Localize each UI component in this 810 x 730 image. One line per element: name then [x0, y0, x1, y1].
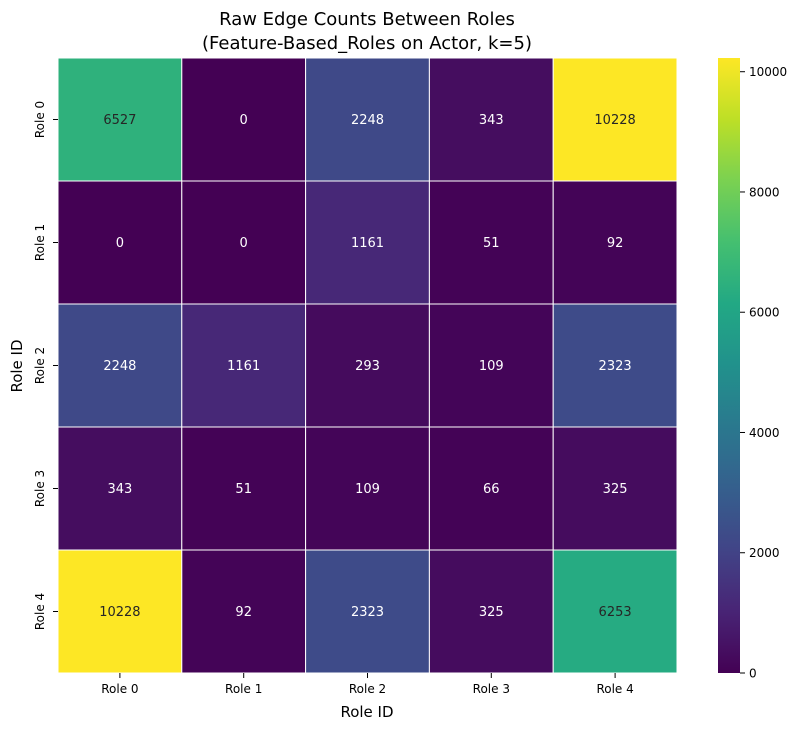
cell-value-label: 92 [607, 236, 624, 251]
heatmap-cell [552, 57, 678, 182]
heatmap-cell [305, 549, 430, 674]
heatmap-cell [305, 57, 430, 182]
x-axis-ticks: Role 0 Role 1 Role 2 Role 3 Role 4 [101, 673, 634, 696]
cell-value-label: 1161 [351, 236, 384, 251]
cell-value-label: 109 [355, 482, 380, 497]
colorbar-tick-label: 0 [749, 667, 757, 681]
cell-value-label: 0 [116, 236, 124, 251]
heatmap-cell [181, 57, 307, 182]
cell-value-label: 343 [107, 482, 132, 497]
heatmap-cell [305, 426, 430, 551]
colorbar [718, 58, 740, 673]
heatmap-cell [57, 549, 183, 674]
chart-title-line-2: (Feature-Based_Roles on Actor, k=5) [202, 33, 532, 54]
colorbar-tick-label: 2000 [749, 546, 780, 560]
chart-title-line-1: Raw Edge Counts Between Roles [219, 9, 515, 30]
y-tick-label: Role 4 [33, 593, 47, 630]
cell-value-label: 6253 [599, 605, 632, 620]
cell-value-label: 66 [483, 482, 500, 497]
cell-value-label: 2248 [351, 113, 384, 128]
cell-value-label: 109 [479, 359, 504, 374]
cell-value-label: 343 [479, 113, 504, 128]
heatmap-cell [552, 180, 678, 305]
cell-value-label: 51 [483, 236, 500, 251]
cell-value-label: 2323 [599, 359, 632, 374]
x-tick-label: Role 0 [101, 682, 138, 696]
x-axis-label: Role ID [340, 703, 393, 721]
x-tick-label: Role 3 [473, 682, 510, 696]
cell-value-label: 325 [479, 605, 504, 620]
cell-value-label: 0 [240, 113, 248, 128]
cell-value-label: 2248 [103, 359, 136, 374]
heatmap-cell [181, 426, 307, 551]
heatmap-cell [428, 57, 554, 182]
heatmap-cell [552, 549, 678, 674]
heatmap-cell [552, 303, 678, 428]
cell-value-label: 10228 [99, 605, 140, 620]
cell-value-label: 2323 [351, 605, 384, 620]
y-axis-label: Role ID [8, 339, 26, 392]
y-tick-label: Role 3 [33, 470, 47, 507]
heatmap-cells [57, 57, 678, 674]
heatmap-cell [181, 549, 307, 674]
cell-value-label: 6527 [103, 113, 136, 128]
cell-annotations: 6527 0 2248 343 10228 0 0 1161 51 92 2248 1161 293 10… [99, 113, 636, 620]
heatmap-cell [305, 303, 430, 428]
heatmap-cell [428, 426, 554, 551]
y-tick-label: Role 0 [33, 101, 47, 138]
colorbar-tick-label: 8000 [749, 185, 780, 199]
heatmap-cell [552, 426, 678, 551]
cell-value-label: 325 [603, 482, 628, 497]
y-axis-ticks: Role 0 Role 1 Role 2 Role 3 Role 4 [33, 101, 58, 630]
x-tick-label: Role 1 [225, 682, 262, 696]
colorbar-ticks: 0 2000 4000 6000 8000 10000 [740, 65, 787, 681]
heatmap-cell [428, 303, 554, 428]
heatmap-cell [57, 180, 183, 305]
y-tick-label: Role 2 [33, 347, 47, 384]
colorbar-tick-label: 10000 [749, 65, 787, 79]
cell-value-label: 0 [240, 236, 248, 251]
y-tick-label: Role 1 [33, 224, 47, 261]
cell-value-label: 1161 [227, 359, 260, 374]
heatmap-cell [57, 57, 183, 182]
cell-value-label: 293 [355, 359, 380, 374]
x-tick-label: Role 4 [596, 682, 633, 696]
colorbar-tick-label: 6000 [749, 306, 780, 320]
cell-value-label: 92 [235, 605, 252, 620]
cell-value-label: 51 [235, 482, 252, 497]
heatmap-cell [305, 180, 430, 305]
cell-value-label: 10228 [594, 113, 635, 128]
x-tick-label: Role 2 [349, 682, 386, 696]
heatmap-cell [181, 303, 307, 428]
colorbar-tick-label: 4000 [749, 426, 780, 440]
